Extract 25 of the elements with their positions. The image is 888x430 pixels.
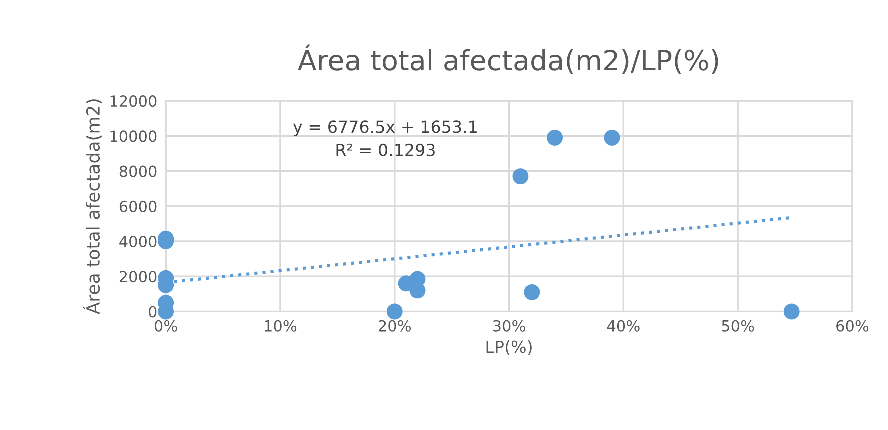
point: [512, 168, 529, 185]
chart-title: Área total afectada(m2)/LP(%): [298, 44, 718, 74]
x-axis-title: LP(%): [486, 340, 532, 356]
y-axis-title: Área total afectada(m2): [83, 100, 102, 315]
y-tick-label: 2000: [120, 271, 157, 283]
point: [784, 304, 800, 320]
x-tick-label: 40%: [607, 320, 640, 332]
x-tick-label: 50%: [722, 320, 754, 332]
point: [547, 130, 564, 146]
y-tick-label: 0: [149, 306, 157, 318]
point: [386, 304, 403, 320]
y-tick-label: 8000: [120, 166, 157, 178]
annotation: R² = 0.1293: [336, 144, 435, 156]
point: [524, 284, 540, 300]
x-tick-label: 30%: [493, 320, 526, 332]
y-tick-label: 10000: [110, 130, 157, 142]
y-tick-label: 12000: [110, 96, 157, 108]
x-tick-label: 20%: [379, 320, 411, 332]
y-tick-label: 4000: [120, 236, 157, 248]
point: [604, 130, 620, 146]
annotation: y = 6776.5x + 1653.1: [293, 120, 477, 137]
x-tick-label: 10%: [265, 320, 297, 332]
x-tick-label: 0%: [154, 320, 178, 332]
y-tick-label: 6000: [120, 200, 157, 212]
x-tick-label: 60%: [836, 320, 869, 332]
